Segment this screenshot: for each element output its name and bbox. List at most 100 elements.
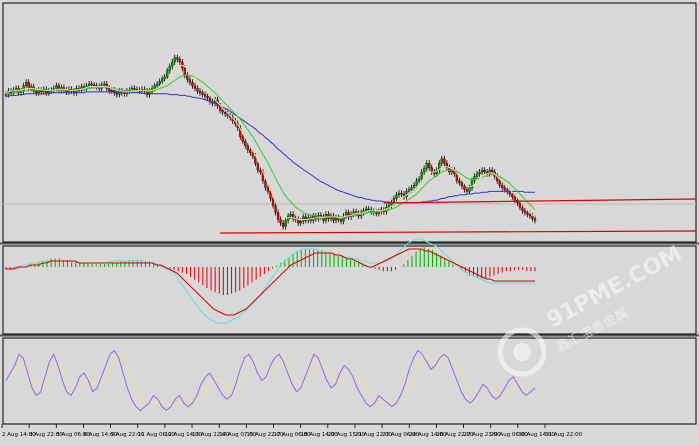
candle-body: [483, 170, 486, 173]
candle-body: [80, 86, 83, 91]
candle-body: [367, 208, 370, 211]
candle-body: [45, 89, 48, 93]
candle-body: [166, 70, 169, 78]
candle-body: [115, 92, 118, 95]
x-tick-label: 3 Aug 22:00: [29, 432, 63, 438]
candle-body: [463, 185, 466, 190]
candle-body: [395, 194, 398, 199]
candle-body: [513, 196, 516, 201]
x-tick-label: 5 Aug 06:00: [56, 432, 90, 438]
x-axis: 2 Aug 14:003 Aug 22:005 Aug 06:008 Aug 1…: [1, 424, 583, 438]
candle-body: [188, 79, 192, 83]
candle-body: [193, 85, 197, 89]
candle-body: [201, 92, 204, 95]
candle-body: [518, 202, 522, 208]
support-lower-line: [220, 230, 697, 234]
x-tick-label: 11 Aug 06:00: [138, 432, 176, 438]
price-series: [4, 54, 697, 234]
candle-body: [244, 141, 247, 146]
candle-body: [276, 212, 280, 220]
candle-body: [304, 216, 307, 221]
candle-body: [123, 92, 126, 94]
x-tick-label: 14 Aug 07:00: [219, 432, 257, 438]
candle-body: [423, 168, 426, 173]
candle-body: [428, 163, 431, 168]
watermark-logo-dot: [513, 343, 531, 361]
candle-body: [284, 220, 287, 227]
x-tick-label: 13 Aug 22:00: [192, 432, 230, 438]
x-tick-label: 18 Aug 14:00: [301, 432, 339, 438]
x-tick-label: 29 Aug 06:00: [491, 432, 529, 438]
candle-body: [266, 187, 270, 192]
candle-body: [435, 170, 438, 174]
candle-body: [407, 189, 411, 192]
candle-body: [7, 90, 10, 95]
candle-body: [103, 83, 106, 86]
candle-body: [339, 219, 343, 222]
candle-body: [178, 59, 181, 63]
x-tick-label: 2 Aug 14:00: [2, 432, 36, 438]
x-tick-label: 8 Aug 14:00: [83, 432, 117, 438]
stochastic-series: [5, 349, 536, 412]
candle-body: [251, 152, 255, 157]
candle-body: [440, 158, 443, 164]
candle-body: [163, 76, 166, 79]
stoch-k-line: [5, 349, 536, 412]
price-panel: [2, 2, 697, 243]
candle-body: [531, 215, 534, 219]
x-tick-label: 12 Aug 14:00: [165, 432, 203, 438]
macd-signal-line: [6, 248, 535, 316]
candle-body: [501, 185, 504, 188]
x-tick-label: 31 Aug 22:00: [545, 432, 583, 438]
candle-body: [203, 94, 207, 97]
stochastic-panel: [2, 337, 697, 425]
candle-body: [443, 158, 446, 164]
candle-body: [196, 88, 199, 92]
x-tick-label: 9 Aug 22:00: [111, 432, 145, 438]
candle-body: [297, 219, 300, 224]
candle-body: [420, 171, 423, 180]
ma-mid-line: [5, 74, 536, 218]
candle-body: [334, 217, 338, 221]
candle-body: [533, 218, 537, 221]
candle-body: [417, 178, 421, 181]
candle-body: [365, 208, 368, 211]
candle-body: [87, 83, 91, 86]
candle-body: [110, 90, 113, 92]
candle-body: [224, 112, 227, 115]
candle-body: [191, 82, 194, 86]
candle-body: [425, 163, 428, 169]
candle-body: [274, 205, 277, 213]
candle-body: [475, 173, 479, 177]
candle-body: [458, 180, 461, 183]
candle-body: [415, 180, 418, 186]
candle-body: [400, 192, 403, 195]
candle-body: [55, 85, 58, 89]
candle-body: [155, 83, 159, 86]
candle-body: [332, 215, 335, 221]
candle-body: [523, 210, 527, 213]
candle-body: [299, 221, 302, 224]
candle-body: [521, 207, 524, 211]
candle-body: [473, 176, 476, 181]
candle-body: [526, 212, 529, 215]
candle-body: [387, 205, 391, 208]
candle-body: [317, 214, 320, 219]
candle-body: [168, 66, 171, 71]
stoch-d-line: [5, 353, 536, 406]
candle-body: [198, 90, 202, 93]
ma-fast-line: [5, 65, 536, 220]
candle-body: [183, 68, 187, 76]
x-tick-label: 17 Aug 06:00: [274, 432, 312, 438]
candle-body: [173, 57, 176, 63]
candle-body: [93, 84, 96, 87]
candle-body: [171, 61, 174, 67]
candle-body: [161, 78, 164, 82]
candle-body: [279, 219, 282, 224]
candle-body: [488, 170, 491, 174]
candle-body: [271, 198, 275, 206]
candle-body: [264, 180, 267, 188]
candle-body: [281, 222, 285, 227]
candle-body: [90, 83, 93, 86]
